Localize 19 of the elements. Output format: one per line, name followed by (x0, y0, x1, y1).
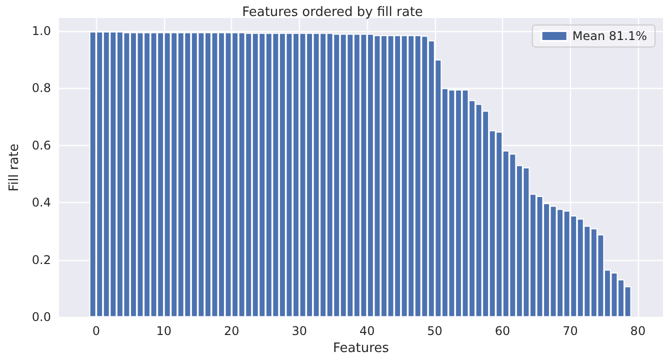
y-axis-title: Fill rate (7, 144, 22, 192)
x-tick-label: 30 (292, 324, 308, 338)
y-tick-label: 1.0 (32, 24, 51, 38)
x-tick-label: 40 (359, 324, 375, 338)
y-tick-label: 0.6 (32, 138, 51, 152)
x-tick-label: 50 (427, 324, 442, 338)
y-tick-label: 0.2 (32, 252, 51, 267)
x-tick-label: 70 (562, 324, 578, 338)
legend-label: Mean 81.1% (572, 29, 648, 43)
chart-title: Features ordered by fill rate (242, 5, 423, 20)
x-tick-label: 10 (156, 324, 172, 338)
y-tick-label: 0.0 (32, 310, 51, 324)
x-tick-label: 20 (224, 324, 240, 338)
x-tick-label: 60 (494, 324, 510, 338)
y-tick-label: 0.8 (32, 81, 51, 96)
x-tick-label: 80 (630, 324, 646, 338)
x-axis-title: Features (333, 341, 390, 356)
y-tick-label: 0.4 (32, 196, 51, 210)
x-tick-label: 0 (92, 324, 100, 338)
